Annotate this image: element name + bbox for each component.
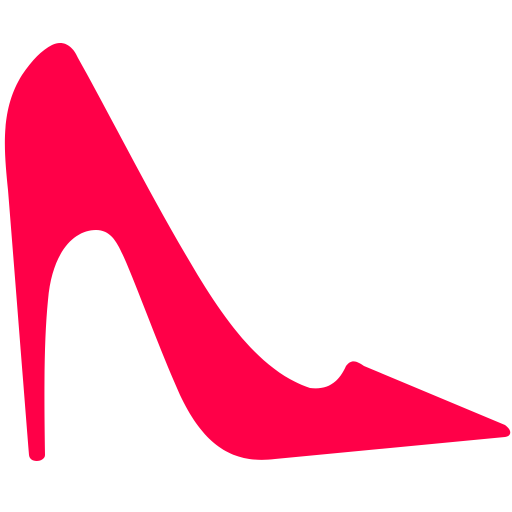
shoe-shape: [4, 42, 511, 462]
